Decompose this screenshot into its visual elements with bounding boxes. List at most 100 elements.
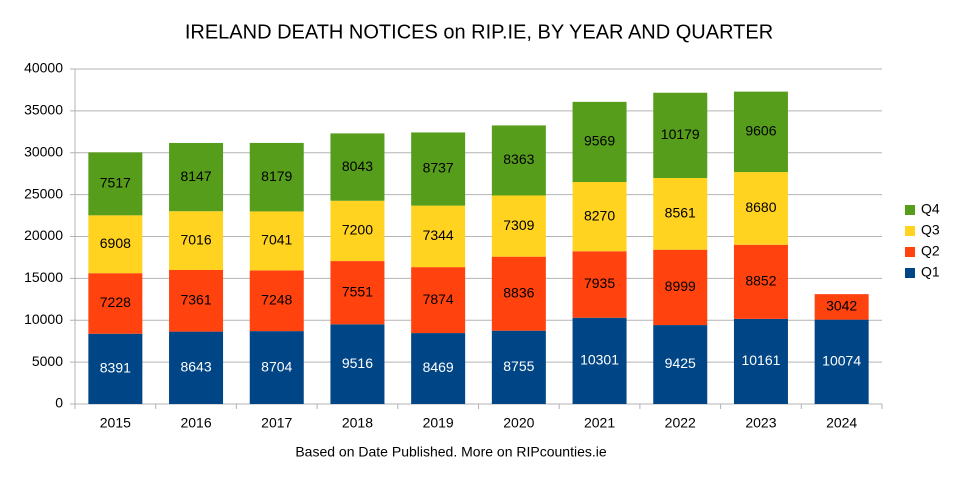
bar-segment	[249, 270, 304, 332]
y-tick-label: 25000	[24, 185, 63, 201]
x-tick-label: 2016	[180, 415, 211, 431]
bar-segment	[330, 324, 385, 404]
x-tick-label: 2021	[584, 415, 615, 431]
bar-segment	[572, 101, 627, 183]
data-label: 7309	[503, 217, 534, 233]
bar-segment	[572, 317, 627, 404]
bar-segment	[249, 331, 304, 404]
data-label: 10179	[661, 126, 700, 142]
data-label: 7200	[342, 222, 373, 238]
legend-swatch	[905, 205, 915, 215]
bar-segment	[653, 178, 708, 250]
bar-segment	[733, 318, 788, 404]
legend-label: Q3	[921, 222, 940, 238]
data-label: 10161	[741, 352, 780, 368]
data-label: 8643	[180, 359, 211, 375]
data-label: 7228	[100, 294, 131, 310]
y-tick-label: 15000	[24, 269, 63, 285]
data-label: 9425	[665, 355, 696, 371]
legend-label: Q1	[921, 264, 940, 280]
data-label: 8737	[423, 160, 454, 176]
data-label: 7517	[100, 175, 131, 191]
data-label: 8852	[745, 273, 776, 289]
bar-segment	[411, 333, 466, 404]
bar-segment	[653, 325, 708, 404]
bar-segment	[572, 251, 627, 318]
data-label: 8469	[423, 359, 454, 375]
x-tick-label: 2024	[826, 415, 857, 431]
bar-segment	[814, 319, 869, 404]
x-tick-label: 2020	[503, 415, 534, 431]
data-label: 8270	[584, 207, 615, 223]
data-label: 8179	[261, 168, 292, 184]
bar-segment	[814, 294, 869, 320]
bar-segment	[733, 172, 788, 245]
legend-swatch	[905, 268, 915, 278]
data-label: 8836	[503, 284, 534, 300]
bar-segment	[88, 273, 143, 334]
chart-caption: Based on Date Published. More on RIPcoun…	[295, 444, 607, 460]
bar-segment	[491, 256, 546, 331]
data-label: 7361	[180, 291, 211, 307]
data-label: 8680	[745, 199, 776, 215]
bar-segment	[411, 132, 466, 206]
data-label: 8391	[100, 360, 131, 376]
bar-segment	[491, 330, 546, 404]
data-label: 8147	[180, 168, 211, 184]
data-label: 7551	[342, 283, 373, 299]
data-label: 7935	[584, 275, 615, 291]
data-label: 8363	[503, 151, 534, 167]
data-label: 9606	[745, 123, 776, 139]
data-label: 7874	[423, 291, 454, 307]
bar-segment	[330, 200, 385, 262]
data-label: 9516	[342, 355, 373, 371]
legend-swatch	[905, 247, 915, 257]
bar-segment	[330, 261, 385, 325]
bar-segment	[88, 333, 143, 404]
data-label: 7344	[423, 227, 454, 243]
data-label: 8999	[665, 278, 696, 294]
data-label: 6908	[100, 235, 131, 251]
bar-segment	[169, 211, 224, 270]
bar-segment	[88, 152, 143, 216]
bar-segment	[411, 267, 466, 334]
legend-swatch	[905, 226, 915, 236]
bar-segment	[169, 142, 224, 212]
legend-label: Q2	[921, 243, 940, 259]
bar-segment	[653, 249, 708, 326]
x-tick-label: 2019	[423, 415, 454, 431]
data-label: 10074	[822, 353, 861, 369]
bar-segment	[653, 92, 708, 179]
bar-segment	[169, 269, 224, 332]
x-tick-label: 2022	[665, 415, 696, 431]
y-tick-label: 40000	[24, 60, 63, 76]
bar-segment	[572, 182, 627, 252]
x-tick-label: 2015	[100, 415, 131, 431]
data-label: 10301	[580, 352, 619, 368]
y-tick-label: 10000	[24, 311, 63, 327]
y-tick-label: 5000	[32, 353, 63, 369]
bar-segment	[330, 133, 385, 201]
legend-label: Q4	[921, 201, 940, 217]
bar-segment	[491, 125, 546, 196]
data-label: 7041	[261, 232, 292, 248]
y-tick-label: 35000	[24, 102, 63, 118]
bar-segment	[733, 91, 788, 173]
x-tick-label: 2023	[745, 415, 776, 431]
y-tick-label: 0	[55, 395, 63, 411]
x-tick-label: 2018	[342, 415, 373, 431]
data-label: 9569	[584, 133, 615, 149]
data-label: 8704	[261, 358, 292, 374]
data-label: 8755	[503, 358, 534, 374]
data-label: 7016	[180, 231, 211, 247]
data-label: 8043	[342, 158, 373, 174]
x-tick-label: 2017	[261, 415, 292, 431]
chart-title: IRELAND DEATH NOTICES on RIP.IE, BY YEAR…	[185, 21, 773, 43]
y-tick-label: 30000	[24, 143, 63, 159]
bar-segment	[249, 142, 304, 212]
bar-segment	[411, 205, 466, 268]
bar-segment	[169, 331, 224, 404]
data-label: 8561	[665, 205, 696, 221]
bar-segment	[88, 215, 143, 274]
